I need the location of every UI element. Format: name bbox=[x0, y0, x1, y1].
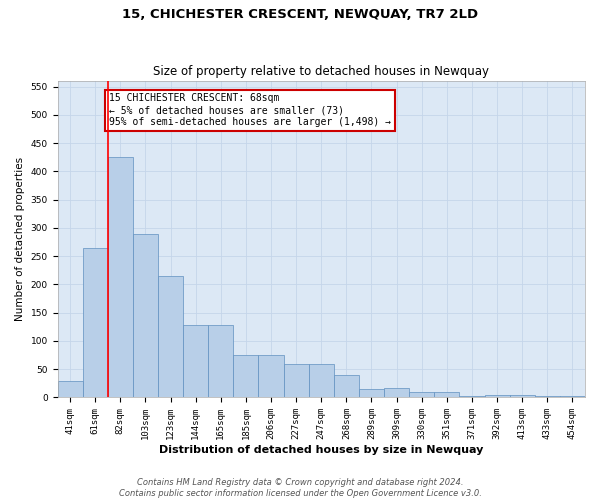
Bar bbox=[359, 389, 384, 398]
Bar bbox=[208, 325, 233, 398]
Bar bbox=[384, 388, 409, 398]
Text: Contains HM Land Registry data © Crown copyright and database right 2024.
Contai: Contains HM Land Registry data © Crown c… bbox=[119, 478, 481, 498]
Text: 15, CHICHESTER CRESCENT, NEWQUAY, TR7 2LD: 15, CHICHESTER CRESCENT, NEWQUAY, TR7 2L… bbox=[122, 8, 478, 20]
Y-axis label: Number of detached properties: Number of detached properties bbox=[15, 157, 25, 322]
Bar bbox=[434, 392, 460, 398]
Bar bbox=[309, 364, 334, 398]
Bar bbox=[284, 364, 309, 398]
Bar bbox=[460, 396, 485, 398]
Text: 15 CHICHESTER CRESCENT: 68sqm
← 5% of detached houses are smaller (73)
95% of se: 15 CHICHESTER CRESCENT: 68sqm ← 5% of de… bbox=[109, 94, 391, 126]
X-axis label: Distribution of detached houses by size in Newquay: Distribution of detached houses by size … bbox=[159, 445, 484, 455]
Bar bbox=[509, 395, 535, 398]
Bar bbox=[233, 355, 259, 398]
Bar bbox=[158, 276, 183, 398]
Bar bbox=[259, 355, 284, 398]
Bar bbox=[83, 248, 108, 398]
Title: Size of property relative to detached houses in Newquay: Size of property relative to detached ho… bbox=[153, 66, 489, 78]
Bar bbox=[133, 234, 158, 398]
Bar bbox=[409, 392, 434, 398]
Bar bbox=[560, 396, 585, 398]
Bar bbox=[58, 380, 83, 398]
Bar bbox=[334, 375, 359, 398]
Bar bbox=[183, 325, 208, 398]
Bar bbox=[485, 395, 509, 398]
Bar bbox=[535, 396, 560, 398]
Bar bbox=[108, 158, 133, 398]
